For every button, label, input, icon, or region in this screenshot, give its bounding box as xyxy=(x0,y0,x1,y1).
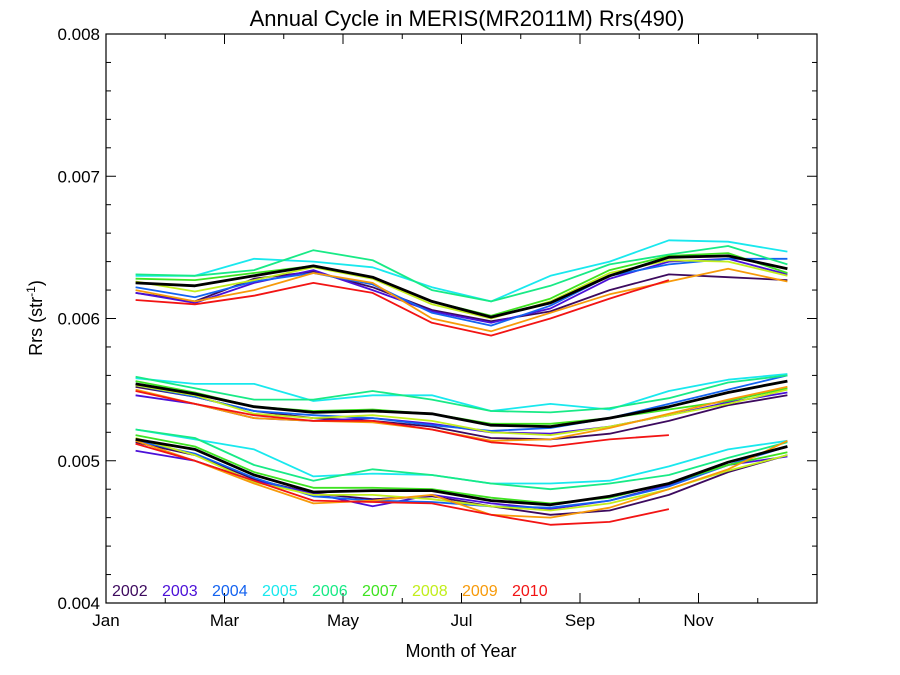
y-axis-label: Rrs (str-1) xyxy=(24,280,46,356)
legend-item-2010: 2010 xyxy=(512,583,548,600)
legend-item-2007: 2007 xyxy=(362,583,398,600)
x-tick-label: Jul xyxy=(451,611,473,630)
x-axis: Jan Mar May Jul Sep Nov xyxy=(92,34,759,630)
x-tick-label: Sep xyxy=(565,611,595,630)
y-tick-label: 0.007 xyxy=(57,167,100,186)
x-tick-label: Jan xyxy=(92,611,119,630)
legend-item-2009: 2009 xyxy=(462,583,498,600)
series-line-2006-band-3 xyxy=(135,428,788,491)
legend: 2002 2003 2004 2005 2006 2007 2008 2009 2010 xyxy=(112,583,548,600)
x-tick-label: Mar xyxy=(210,611,240,630)
series-line-2008-band-1 xyxy=(135,259,788,320)
series-line-2009-band-3 xyxy=(135,439,788,519)
legend-item-2004: 2004 xyxy=(212,583,248,600)
series-line-2005-band-1 xyxy=(135,239,788,303)
series-line-2008-band-2 xyxy=(135,384,788,436)
x-tick-label: Nov xyxy=(683,611,714,630)
y-tick-label: 0.005 xyxy=(57,452,100,471)
legend-item-2003: 2003 xyxy=(162,583,198,600)
series-line-2010-band-3 xyxy=(135,442,670,526)
series-line-2004-band-1 xyxy=(135,257,788,327)
series-line-2010-band-1 xyxy=(135,279,670,337)
series-line-2006-band-2 xyxy=(135,374,788,414)
legend-item-2002: 2002 xyxy=(112,583,148,600)
x-tick-label: May xyxy=(327,611,360,630)
x-axis-label: Month of Year xyxy=(405,641,516,661)
legend-item-2008: 2008 xyxy=(412,583,448,600)
series-line-mean-band-1 xyxy=(135,254,788,319)
legend-item-2006: 2006 xyxy=(312,583,348,600)
series-line-2010-band-2 xyxy=(135,390,669,448)
series-line-2002-band-3 xyxy=(135,441,788,516)
y-tick-label: 0.004 xyxy=(57,594,100,613)
y-tick-label: 0.006 xyxy=(57,310,100,329)
series-line-2004-band-2 xyxy=(135,374,788,432)
series-line-2005-band-2 xyxy=(135,373,788,412)
y-axis: 0.004 0.005 0.006 0.007 0.008 xyxy=(57,25,817,613)
series-layer xyxy=(135,239,788,526)
chart-title: Annual Cycle in MERIS(MR2011M) Rrs(490) xyxy=(250,6,685,31)
series-line-2006-band-1 xyxy=(135,245,788,303)
y-axis-label-sup: -1 xyxy=(24,286,38,297)
y-axis-label-main: Rrs (str xyxy=(26,297,46,356)
y-tick-label: 0.008 xyxy=(57,25,100,44)
series-line-2003-band-1 xyxy=(135,257,788,324)
series-line-mean-band-2 xyxy=(135,379,788,428)
series-line-mean-band-3 xyxy=(135,438,788,507)
y-axis-label-suffix: ) xyxy=(26,280,46,286)
legend-item-2005: 2005 xyxy=(262,583,298,600)
series-line-2009-band-1 xyxy=(135,267,788,333)
